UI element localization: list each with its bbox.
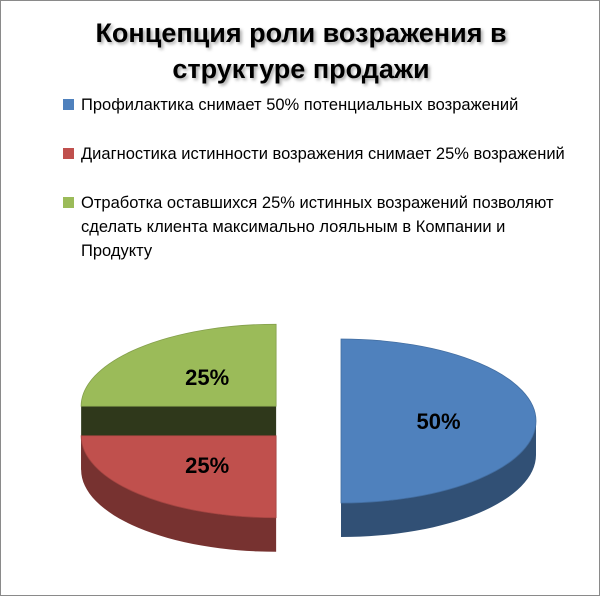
legend-item-handling: Отработка оставшихся 25% истинных возраж… [59, 191, 579, 263]
pie-slice-diagnostics [80, 435, 277, 552]
legend-swatch-red [63, 148, 74, 159]
legend-label: Профилактика снимает 50% потенциальных в… [81, 96, 519, 114]
chart-legend: Профилактика снимает 50% потенциальных в… [59, 93, 579, 288]
data-label: 25% [185, 365, 229, 390]
data-label: 25% [185, 453, 229, 478]
chart-title: Концепция роли возражения в структуре пр… [95, 18, 507, 84]
pie-slice-prophylaxis [340, 338, 537, 537]
legend-item-diagnostics: Диагностика истинности возражения снимае… [59, 142, 579, 166]
pie-slice-handling [80, 323, 277, 441]
data-label: 50% [416, 409, 460, 434]
legend-swatch-blue [63, 99, 74, 110]
legend-label: Диагностика истинности возражения снимае… [81, 145, 565, 163]
legend-label: Отработка оставшихся 25% истинных возраж… [81, 194, 554, 260]
legend-item-prophylaxis: Профилактика снимает 50% потенциальных в… [59, 93, 579, 117]
legend-swatch-green [63, 197, 74, 208]
